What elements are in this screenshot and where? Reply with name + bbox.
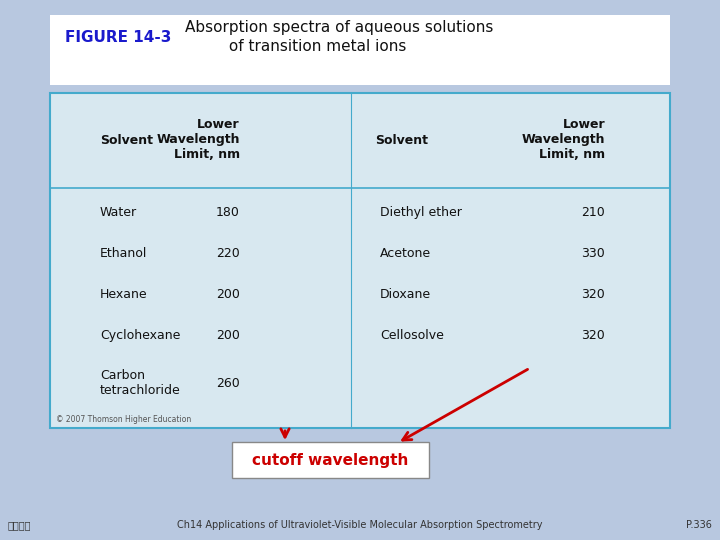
Text: 200: 200: [216, 329, 240, 342]
Text: Lower
Wavelength
Limit, nm: Lower Wavelength Limit, nm: [156, 118, 240, 161]
FancyBboxPatch shape: [50, 93, 670, 428]
Text: P.336: P.336: [686, 520, 712, 530]
Text: Diethyl ether: Diethyl ether: [380, 206, 462, 219]
Text: 330: 330: [581, 247, 605, 260]
Text: 320: 320: [581, 288, 605, 301]
Text: Solvent: Solvent: [100, 133, 153, 146]
Text: Cellosolve: Cellosolve: [380, 329, 444, 342]
Text: 320: 320: [581, 329, 605, 342]
FancyBboxPatch shape: [50, 15, 670, 85]
Text: cutoff wavelength: cutoff wavelength: [252, 453, 408, 468]
Text: Acetone: Acetone: [380, 247, 431, 260]
Text: Cyclohexane: Cyclohexane: [100, 329, 181, 342]
Text: FIGURE 14-3: FIGURE 14-3: [65, 30, 171, 44]
FancyBboxPatch shape: [232, 442, 428, 478]
Text: 220: 220: [216, 247, 240, 260]
Text: 180: 180: [216, 206, 240, 219]
Text: 200: 200: [216, 288, 240, 301]
Text: Lower
Wavelength
Limit, nm: Lower Wavelength Limit, nm: [521, 118, 605, 161]
Text: Hexane: Hexane: [100, 288, 148, 301]
Text: 歐亞書局: 歐亞書局: [8, 520, 32, 530]
Text: Water: Water: [100, 206, 137, 219]
Text: Solvent: Solvent: [375, 133, 428, 146]
Text: Dioxane: Dioxane: [380, 288, 431, 301]
Text: Carbon
tetrachloride: Carbon tetrachloride: [100, 369, 181, 397]
Text: 210: 210: [581, 206, 605, 219]
Text: © 2007 Thomson Higher Education: © 2007 Thomson Higher Education: [56, 415, 192, 424]
Text: 260: 260: [216, 377, 240, 390]
Text: Ch14 Applications of Ultraviolet-Visible Molecular Absorption Spectrometry: Ch14 Applications of Ultraviolet-Visible…: [177, 520, 543, 530]
Text: Absorption spectra of aqueous solutions
         of transition metal ions: Absorption spectra of aqueous solutions …: [185, 20, 493, 54]
Text: Ethanol: Ethanol: [100, 247, 148, 260]
